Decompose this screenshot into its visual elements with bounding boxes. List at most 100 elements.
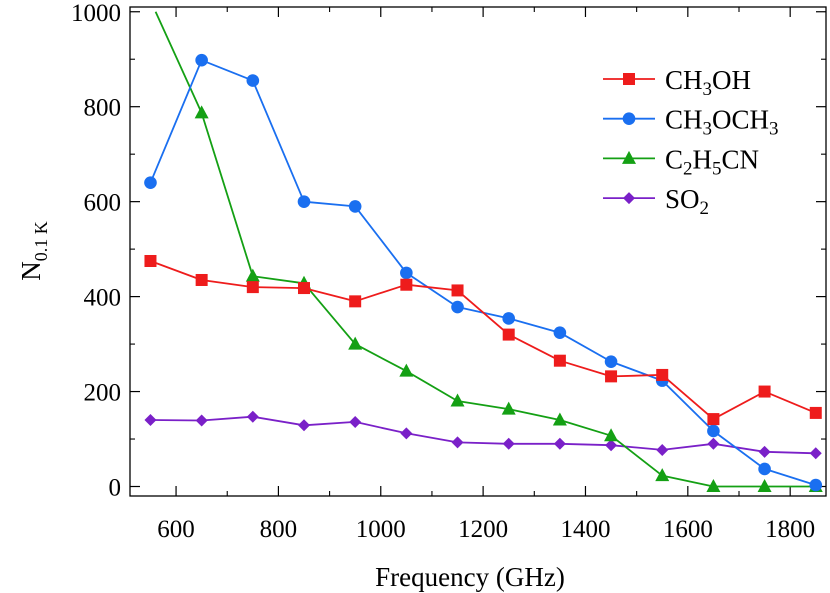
data-point-c2h5cn [655,468,670,482]
data-point-c2h5cn [604,428,619,442]
legend-text: CH [665,105,703,135]
data-point-so2 [451,436,464,449]
y-axis-label: N0.1 K [16,221,51,281]
legend-subscript: 3 [703,79,713,100]
legend-text: H [693,144,713,174]
data-point-ch3oh [400,278,413,291]
data-point-ch3oh [656,368,669,381]
series-line-c2h5cn [154,11,816,488]
data-point-so2 [605,439,618,452]
legend-text: CN [722,144,760,174]
legend-swatch-marker [622,150,636,164]
legend-label-ch3oh: CH3OH [665,65,751,100]
data-point-so2 [246,410,259,423]
data-point-ch3oh [605,370,618,383]
legend-label-so2: SO2 [665,184,709,219]
x-tick-label: 1400 [560,516,610,543]
legend-label-c2h5cn: C2H5CN [665,144,759,179]
legend-text: SO [665,184,700,214]
legend-item-ch3och3: CH3OCH3 [603,105,779,140]
data-point-ch3oh [349,295,362,308]
legend-swatch-marker [623,73,635,85]
data-point-ch3och3 [246,74,260,87]
data-point-ch3oh [298,282,310,295]
data-point-c2h5cn [194,105,209,119]
x-tick-label: 1000 [356,516,406,543]
data-point-ch3och3 [604,355,618,368]
x-tick-label: 800 [260,516,298,543]
legend-swatch-marker [623,192,635,205]
legend-label-ch3och3: CH3OCH3 [665,105,779,140]
legend-swatch-marker [622,112,636,125]
data-point-so2 [553,437,566,450]
y-tick-label: 200 [84,380,122,407]
legend-subscript: 5 [712,158,722,179]
data-point-so2 [195,414,208,427]
data-point-ch3oh [758,385,771,398]
data-point-ch3och3 [451,300,464,314]
data-point-so2 [502,437,515,450]
data-point-so2 [349,415,362,428]
plot-frame [129,6,827,497]
legend-text: OCH [712,105,769,135]
data-point-so2 [298,419,310,432]
y-tick-labels: 0 200 400 600 800 1000 [71,0,121,502]
legend-item-c2h5cn: C2H5CN [603,144,759,179]
data-point-c2h5cn [552,412,567,426]
data-point-c2h5cn [348,336,363,350]
series-layer [144,11,823,493]
series-ch3oh [144,254,822,426]
data-point-ch3oh [553,354,566,367]
data-point-c2h5cn [245,268,260,282]
x-tick-label: 1600 [663,516,713,543]
data-point-so2 [707,437,720,450]
legend-subscript: 3 [769,119,779,140]
y-axis-label-main: N [16,261,46,281]
data-point-ch3oh [246,281,259,294]
x-tick-labels: 600 800 1000 1200 1400 1600 1800 [157,516,815,543]
data-point-c2h5cn [757,479,772,493]
data-point-ch3oh [451,284,464,297]
data-point-so2 [758,445,771,458]
data-point-c2h5cn [450,393,465,407]
data-point-c2h5cn [399,363,414,377]
legend-text: C [665,144,683,174]
data-point-ch3och3 [758,462,771,476]
legend-subscript: 2 [683,158,693,179]
y-tick-label: 0 [109,475,122,502]
data-point-ch3oh [707,413,720,426]
data-point-so2 [809,447,822,460]
series-so2 [144,410,822,460]
data-point-ch3och3 [144,176,157,189]
data-point-so2 [144,414,157,427]
series-line-ch3oh [150,260,817,421]
data-point-ch3och3 [707,424,720,438]
data-point-ch3och3 [502,312,516,325]
data-point-ch3oh [144,254,157,267]
data-point-so2 [656,443,669,456]
y-tick-label: 800 [84,95,122,122]
data-point-c2h5cn [501,401,516,415]
data-point-c2h5cn [706,479,721,493]
y-axis-label-subscript: 0.1 K [31,221,51,261]
data-point-ch3och3 [809,478,823,492]
data-point-ch3och3 [400,266,413,280]
data-point-ch3och3 [553,326,567,339]
x-tick-label: 1200 [458,516,508,543]
x-tick-label: 1800 [765,516,815,543]
data-point-ch3och3 [195,53,208,67]
data-point-ch3oh [502,328,515,341]
data-point-ch3oh [809,406,822,419]
legend-text: OH [712,65,751,95]
data-point-ch3och3 [297,195,311,208]
data-point-ch3oh [195,273,208,286]
data-point-so2 [400,427,413,440]
legend-text: CH [665,65,703,95]
legend-subscript: 3 [703,119,713,140]
legend-item-so2: SO2 [603,184,709,219]
legend-subscript: 2 [700,198,710,219]
x-tick-label: 600 [157,516,195,543]
x-axis-label: Frequency (GHz) [375,562,565,592]
